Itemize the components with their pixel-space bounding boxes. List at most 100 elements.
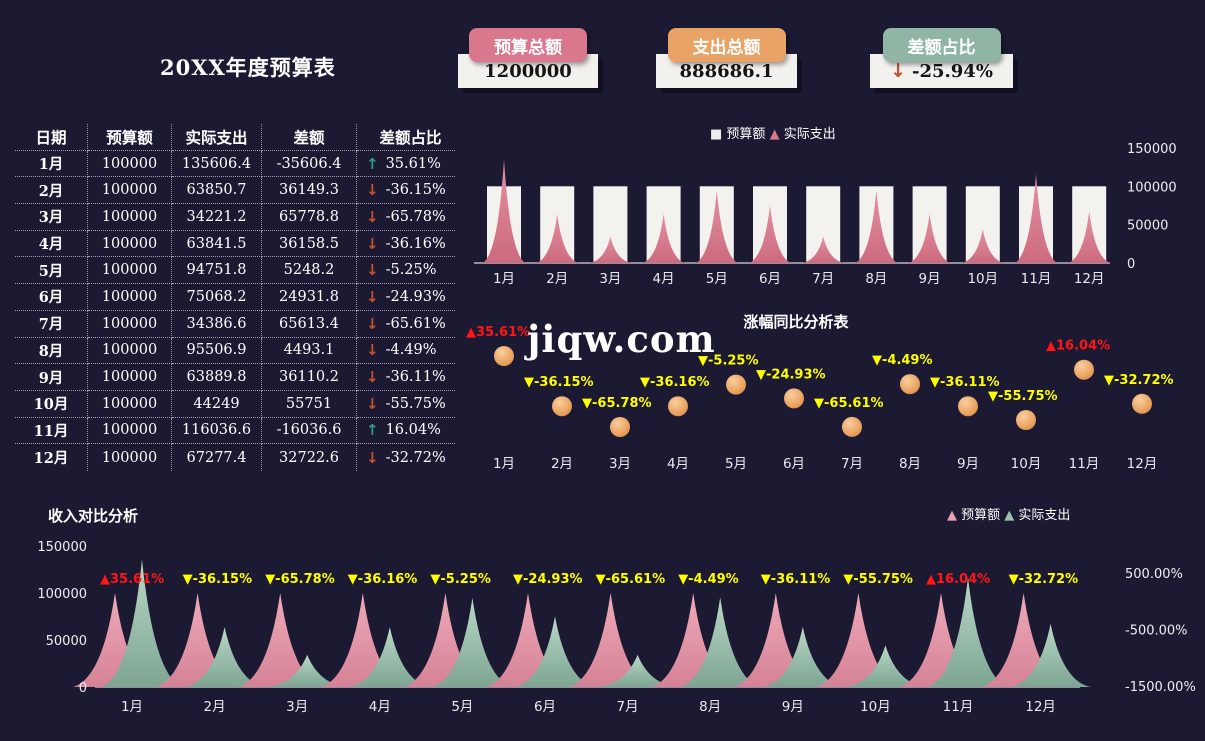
up-arrow-icon: ↑ — [366, 154, 379, 173]
x-tick-label: 6月 — [534, 699, 556, 715]
ratio-value: -36.11% — [385, 369, 446, 386]
cell-diff: -16036.6 — [262, 417, 357, 445]
cell-diff: 36158.5 — [262, 230, 357, 258]
left-y-tick-label: 150000 — [37, 540, 87, 555]
x-tick-label: 9月 — [919, 271, 941, 287]
actual-spike — [184, 627, 265, 687]
cell-ratio: ↑ 16.04% — [357, 418, 455, 445]
cell-ratio: ↓ -36.15% — [357, 177, 455, 205]
x-tick-label: 7月 — [812, 271, 834, 287]
ratio-value: -36.16% — [385, 235, 446, 252]
budget-spike — [486, 593, 570, 687]
y-tick-label: 0 — [1127, 257, 1135, 272]
data-point — [610, 417, 630, 437]
cell-budget: 100000 — [88, 177, 172, 205]
cell-ratio: ↓ -24.93% — [357, 284, 455, 311]
x-tick-label: 10月 — [967, 271, 998, 287]
cell-diff: 55751 — [262, 390, 357, 418]
cell-date: 3月 — [15, 204, 88, 231]
x-tick-label: 2月 — [204, 699, 226, 715]
cell-date: 1月 — [15, 150, 88, 178]
pct-label: ▲16.04% — [1046, 339, 1110, 354]
data-point — [842, 416, 862, 437]
chart-legend: ▲ 预算额 ▲ 实际支出 — [947, 508, 1070, 523]
x-tick-label: 4月 — [667, 456, 689, 472]
column-header: 差额 — [262, 124, 357, 151]
card-value-diff-ratio: ↓ -25.94% — [870, 54, 1013, 88]
x-tick-label: 12月 — [1127, 456, 1158, 472]
yoy-analysis-chart: 涨幅同比分析表 ▲35.61% 1月 ▼-36.15% 2月 ▼-65.78% 3月 ▼-36… — [466, 313, 1174, 472]
x-tick-label: 12月 — [1025, 699, 1056, 715]
budget-spike — [238, 593, 323, 687]
left-y-tick-label: 100000 — [37, 587, 87, 602]
pct-label: ▼-5.25% — [430, 572, 491, 587]
cell-actual: 135606.4 — [172, 150, 262, 178]
cell-ratio: ↓ -32.72% — [357, 444, 455, 471]
budget-spike — [733, 593, 818, 687]
cell-ratio: ↓ -65.61% — [357, 311, 455, 338]
x-tick-label: 3月 — [599, 271, 621, 287]
actual-spike — [802, 236, 845, 263]
down-arrow-icon: ↓ — [366, 234, 379, 253]
cell-diff: 24931.8 — [262, 284, 357, 311]
table-row: 1月 100000 135606.4 -35606.4 ↑ 35.61% — [15, 150, 455, 178]
actual-spike — [845, 645, 926, 687]
cell-date: 4月 — [15, 230, 88, 258]
actual-spike — [483, 159, 525, 263]
pct-label: ▼-36.16% — [348, 572, 418, 587]
cell-ratio: ↓ -36.16% — [357, 231, 455, 258]
actual-spike — [908, 214, 951, 263]
actual-spike — [695, 190, 738, 263]
ratio-value: -5.25% — [385, 262, 437, 279]
page-title: 20XX年度预算表 — [160, 55, 336, 80]
summary-card-diff-ratio: 差额占比 ↓ -25.94% — [870, 28, 1013, 88]
x-tick-label: 12月 — [1074, 271, 1105, 287]
cell-date: 12月 — [15, 444, 88, 471]
data-point — [1074, 359, 1094, 380]
left-y-tick-label: 50000 — [46, 634, 87, 649]
cell-diff: 32722.6 — [262, 444, 357, 471]
up-arrow-icon: ↑ — [366, 421, 379, 440]
table-row: 8月 100000 95506.9 4493.1 ↓ -4.49% — [15, 337, 455, 365]
cell-budget: 100000 — [88, 417, 172, 445]
down-arrow-icon: ↓ — [890, 60, 906, 82]
ratio-value: -65.61% — [385, 315, 446, 332]
data-point — [1132, 393, 1152, 414]
budget-spike — [320, 593, 405, 687]
x-tick-label: 5月 — [706, 271, 728, 287]
table-row: 6月 100000 75068.2 24931.8 ↓ -24.93% — [15, 284, 455, 311]
pct-label: ▼-32.72% — [1009, 572, 1079, 587]
pct-label: ▼-24.93% — [513, 572, 583, 587]
x-tick-label: 11月 — [943, 699, 974, 715]
cell-date: 8月 — [15, 337, 88, 365]
data-point — [668, 396, 688, 417]
actual-spike — [642, 214, 685, 263]
cell-budget: 100000 — [88, 337, 172, 365]
summary-card-expense-total: 支出总额 888686.1 — [656, 28, 797, 88]
cell-budget: 100000 — [88, 310, 172, 338]
cell-date: 9月 — [15, 364, 88, 391]
cell-actual: 116036.6 — [172, 417, 262, 445]
pct-label: ▼-4.49% — [678, 572, 739, 587]
ratio-value: 16.04% — [385, 422, 441, 439]
pct-label: ▼-36.15% — [524, 375, 594, 390]
left-y-tick-label: 0 — [79, 681, 87, 696]
table-row: 4月 100000 63841.5 36158.5 ↓ -36.16% — [15, 230, 455, 258]
column-header: 日期 — [15, 124, 88, 151]
pct-label: ▼-65.78% — [582, 396, 652, 411]
pct-label: ▼-55.75% — [988, 389, 1058, 404]
cell-actual: 63841.5 — [172, 230, 262, 258]
pct-label: ▲35.61% — [466, 325, 530, 340]
pct-label: ▲35.61% — [100, 572, 164, 587]
cell-budget: 100000 — [88, 364, 172, 391]
table-row: 7月 100000 34386.6 65613.4 ↓ -65.61% — [15, 310, 455, 338]
pct-label: ▼-36.15% — [183, 572, 253, 587]
cell-actual: 63850.7 — [172, 177, 262, 205]
cell-actual: 95506.9 — [172, 337, 262, 365]
y-tick-label: 50000 — [1127, 219, 1168, 234]
down-arrow-icon: ↓ — [366, 448, 379, 467]
actual-spike — [349, 627, 430, 687]
x-tick-label: 1月 — [121, 699, 143, 715]
x-tick-label: 8月 — [699, 699, 721, 715]
card-label-budget-total: 预算总额 — [469, 28, 587, 62]
